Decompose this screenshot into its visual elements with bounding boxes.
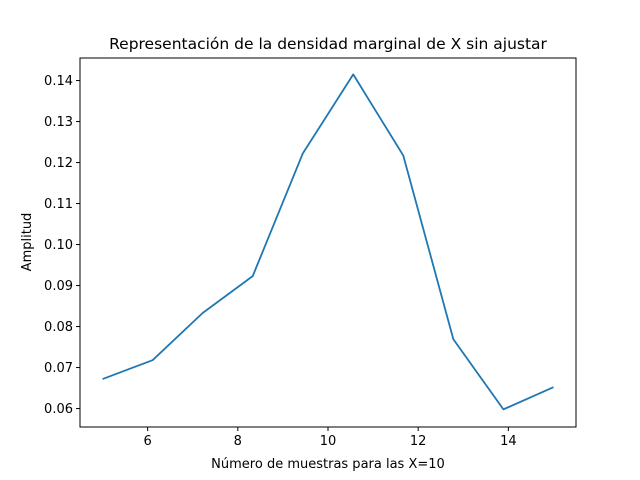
y-tick-label: 0.08 xyxy=(44,320,73,335)
x-axis-title: Número de muestras para las X=10 xyxy=(211,457,445,472)
y-axis-title: Amplitud xyxy=(20,213,35,272)
y-tick-label: 0.10 xyxy=(44,238,73,253)
y-tick-label: 0.07 xyxy=(44,361,73,376)
plot-frame xyxy=(79,57,577,428)
chart-title: Representación de la densidad marginal d… xyxy=(109,35,547,53)
y-tick-label: 0.06 xyxy=(44,402,73,417)
x-tick-label: 6 xyxy=(143,434,151,449)
y-tick-label: 0.11 xyxy=(44,197,73,212)
x-tick-label: 8 xyxy=(234,434,242,449)
x-tick-label: 12 xyxy=(410,434,427,449)
x-tick-label: 14 xyxy=(500,434,517,449)
x-tick-label: 10 xyxy=(320,434,337,449)
series-line xyxy=(102,73,554,411)
y-tick-label: 0.12 xyxy=(44,156,73,171)
y-tick-label: 0.14 xyxy=(44,74,73,89)
y-tick-label: 0.13 xyxy=(44,115,73,130)
y-tick-label: 0.09 xyxy=(44,279,73,294)
